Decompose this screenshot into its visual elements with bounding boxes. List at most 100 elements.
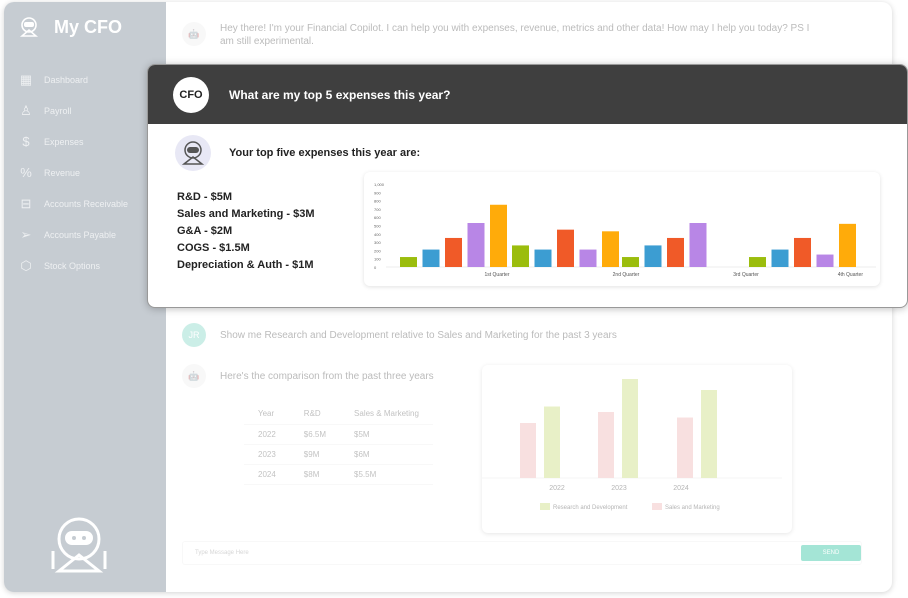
- send-button[interactable]: SEND: [801, 545, 861, 561]
- cell: 2024: [244, 464, 290, 485]
- bar: [400, 257, 417, 267]
- sidebar-item[interactable]: ♙ Payroll: [18, 95, 128, 126]
- bar: [689, 223, 707, 267]
- question-text: What are my top 5 expenses this year?: [229, 87, 451, 102]
- answer-intro: Your top five expenses this year are:: [175, 135, 420, 171]
- x-tick-label: 3rd Quarter: [733, 272, 759, 278]
- robot-logo-icon: [19, 17, 39, 37]
- bar: [422, 249, 440, 267]
- sidebar-item[interactable]: % Revenue: [18, 157, 128, 188]
- dollar-icon: $: [22, 134, 30, 149]
- cell: $8M: [289, 464, 341, 485]
- bar: [816, 254, 834, 267]
- y-tick-label: 500: [374, 224, 381, 229]
- th: Year: [244, 404, 290, 425]
- bot-greeting: 🤖 Hey there! I'm your Financial Copilot.…: [182, 22, 822, 48]
- cfo-avatar: CFO: [173, 76, 209, 113]
- greeting-text: Hey there! I'm your Financial Copilot. I…: [220, 23, 810, 47]
- bar: [622, 257, 639, 267]
- cell: $5.5M: [340, 464, 433, 485]
- question-header: CFO What are my top 5 expenses this year…: [148, 65, 907, 124]
- sidebar-item[interactable]: $ Expenses: [18, 126, 128, 157]
- table-row: 2024 $8M $5.5M: [244, 464, 433, 485]
- bot-reply: 🤖 Here's the comparison from the past th…: [182, 364, 434, 388]
- bar: [839, 223, 856, 267]
- reply-text: Here's the comparison from the past thre…: [220, 371, 434, 382]
- bar: [749, 257, 766, 267]
- table-row: 2022 $6.5M $5M: [244, 424, 433, 445]
- cell: 2023: [244, 444, 290, 465]
- bar: [667, 237, 684, 267]
- x-tick-label: 2024: [673, 485, 689, 492]
- bar: [579, 249, 597, 267]
- y-tick-label: 600: [374, 215, 381, 220]
- y-tick-label: 200: [374, 248, 381, 253]
- user-message-text: Show me Research and Development relativ…: [220, 329, 617, 341]
- comparison-chart: 2022 2023 2024 Research and Development Sale…: [482, 379, 782, 511]
- expenses-chart: 1,000 900 800 700 600 500 400 300 200 100 0 1st Qua…: [374, 182, 876, 278]
- cell: $6M: [340, 444, 433, 465]
- bar: [445, 237, 462, 267]
- bar: [534, 249, 552, 267]
- expense-item: R&D - $5M: [177, 191, 233, 203]
- bot-avatar-icon: [175, 135, 211, 171]
- comparison-chart-card: 2022 2023 2024 Research and Development Sale…: [482, 365, 792, 533]
- sidebar-nav: ▦ Dashboard ♙ Payroll $ Expenses% Revenue ⊟ Acco…: [18, 64, 128, 281]
- highlighted-exchange: CFO What are my top 5 expenses this year…: [147, 64, 908, 308]
- sidebar-item[interactable]: ⊟ Accounts Receivable: [18, 188, 129, 219]
- sidebar-item-label: Accounts Payable: [44, 229, 117, 240]
- bar: [677, 417, 693, 478]
- expense-item: Depreciation & Auth - $1M: [177, 259, 314, 271]
- message-input[interactable]: Type Message Here SEND: [182, 541, 862, 565]
- sidebar-item-label: Expenses: [44, 136, 84, 147]
- sidebar-item-label: Payroll: [44, 105, 72, 116]
- bar: [467, 223, 485, 267]
- bar: [701, 390, 717, 478]
- th: R&D: [289, 404, 341, 425]
- percent-icon: %: [20, 165, 32, 180]
- user-message: JR Show me Research and Development rela…: [182, 323, 617, 347]
- cell: $6.5M: [289, 424, 341, 445]
- bot-avatar-icon: 🤖: [182, 22, 206, 46]
- y-tick-label: 700: [374, 207, 381, 212]
- expense-item: G&A - $2M: [177, 225, 233, 237]
- bar: [490, 204, 507, 267]
- comparison-table: Year R&D Sales & Marketing 2022 $6.5M $5M 20…: [244, 404, 433, 485]
- x-tick-label: 4th Quarter: [838, 272, 864, 278]
- table-header: Year R&D Sales & Marketing: [244, 404, 433, 425]
- legend-swatch: [540, 503, 550, 510]
- sidebar-item[interactable]: ▦ Dashboard: [18, 64, 128, 95]
- y-tick-label: 100: [374, 257, 381, 262]
- y-tick-label: 0: [374, 265, 377, 270]
- sidebar-item-label: Stock Options: [44, 260, 101, 271]
- bar: [557, 229, 574, 267]
- bar: [544, 406, 560, 478]
- cell: $5M: [340, 424, 433, 445]
- sidebar-item[interactable]: ➢ Accounts Payable: [18, 219, 128, 250]
- sidebar-item-label: Accounts Receivable: [44, 198, 129, 209]
- bar: [602, 231, 619, 267]
- sidebar-item-label: Dashboard: [44, 74, 89, 85]
- send-icon: ➢: [20, 226, 32, 242]
- y-tick-label: 800: [374, 199, 381, 204]
- box-icon: ⬡: [20, 257, 32, 273]
- bar: [622, 379, 638, 478]
- answer-text: Your top five expenses this year are:: [229, 147, 421, 159]
- bar: [598, 412, 614, 478]
- expenses-chart-card: 1,000 900 800 700 600 500 400 300 200 100 0 1st Qua…: [364, 172, 880, 286]
- sidebar-item[interactable]: ⬡ Stock Options: [18, 250, 128, 281]
- y-tick-label: 1,000: [374, 182, 385, 187]
- expense-item: Sales and Marketing - $3M: [177, 208, 315, 220]
- y-tick-label: 400: [374, 232, 381, 237]
- sidebar: My CFO ▦ Dashboard ♙ Payroll $ Expenses% Reven…: [4, 2, 166, 592]
- cell: 2022: [244, 424, 290, 445]
- robot-mascot-icon: [51, 517, 107, 573]
- bar: [644, 245, 662, 267]
- grid-icon: ▦: [19, 71, 33, 87]
- bar: [794, 237, 811, 267]
- expense-item: COGS - $1.5M: [177, 242, 250, 254]
- bot-avatar-icon: 🤖: [182, 364, 206, 388]
- y-tick-label: 300: [374, 240, 381, 245]
- brand: My CFO: [18, 16, 122, 38]
- sidebar-item-label: Revenue: [44, 167, 81, 178]
